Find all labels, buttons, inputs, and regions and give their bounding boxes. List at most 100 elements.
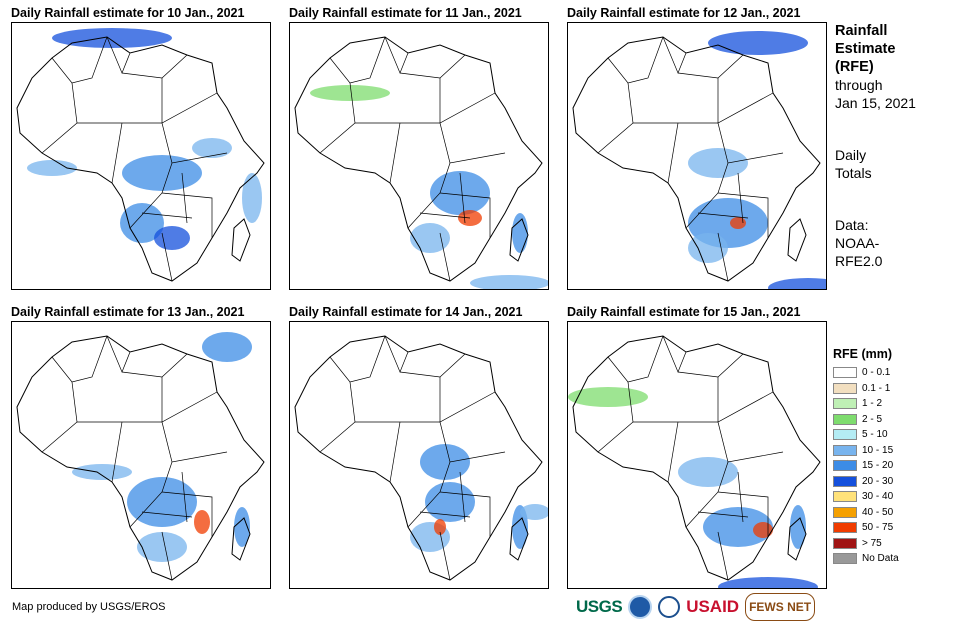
- usgs-logo: USGS: [576, 597, 623, 616]
- legend-item: No Data: [833, 551, 943, 567]
- panel-title: Daily Rainfall estimate for 11 Jan., 202…: [289, 6, 522, 20]
- rainfall-area: [420, 444, 470, 480]
- legend-swatch: [833, 413, 857, 425]
- legend-swatch: [833, 537, 857, 549]
- legend-label: > 75: [862, 537, 882, 549]
- coastline: [231, 218, 251, 262]
- legend-swatch: [833, 506, 857, 518]
- legend-swatch: [833, 429, 857, 441]
- caption-data-source: NOAA-: [835, 235, 880, 251]
- country-border: [439, 78, 496, 124]
- country-border: [106, 335, 131, 373]
- map-panel: Daily Rainfall estimate for 15 Jan., 202…: [567, 304, 827, 589]
- country-border: [161, 192, 213, 238]
- country-border: [161, 491, 213, 537]
- country-border: [662, 335, 687, 373]
- country-border: [717, 78, 774, 124]
- rainfall-area: [242, 173, 262, 223]
- usaid-logo: USAID: [686, 597, 740, 616]
- legend-item: 1 - 2: [833, 396, 943, 412]
- africa-rainfall-map: [567, 321, 827, 589]
- country-border: [111, 421, 123, 483]
- country-border: [737, 172, 744, 224]
- country-border: [329, 36, 386, 84]
- legend-swatch: [833, 444, 857, 456]
- rainfall-area: [202, 332, 252, 362]
- country-border: [419, 212, 471, 219]
- legend-label: 40 - 50: [862, 506, 894, 518]
- legend-title: RFE (mm): [833, 347, 893, 361]
- africa-rainfall-map: [289, 321, 549, 589]
- country-border: [141, 212, 193, 219]
- rainfall-area: [310, 85, 390, 101]
- country-border: [717, 232, 729, 282]
- legend-item: 20 - 30: [833, 474, 943, 490]
- country-border: [597, 82, 634, 154]
- legend-label: 20 - 30: [862, 475, 894, 487]
- legend-label: 15 - 20: [862, 460, 894, 472]
- country-border: [389, 421, 401, 483]
- rainfall-area: [688, 148, 748, 178]
- africa-rainfall-map: [567, 22, 827, 290]
- country-border: [459, 172, 466, 224]
- coastline: [16, 335, 265, 581]
- legend-swatch: [833, 398, 857, 410]
- country-border: [161, 531, 173, 581]
- rainfall-area: [790, 505, 806, 549]
- rainfall-area: [688, 233, 728, 263]
- legend-label: 10 - 15: [862, 444, 894, 456]
- rainfall-area: [520, 504, 548, 520]
- caption-daily: Daily: [835, 147, 867, 163]
- legend-label: 0 - 0.1: [862, 367, 891, 379]
- rainfall-area: [568, 387, 648, 407]
- legend-label: No Data: [862, 553, 899, 565]
- legend-item: > 75: [833, 536, 943, 552]
- country-border: [161, 78, 218, 124]
- country-border: [181, 172, 188, 224]
- legend-label: 1 - 2: [862, 398, 883, 410]
- legend-label: 0.1 - 1: [862, 382, 891, 394]
- coastline: [787, 517, 807, 561]
- rainfall-area: [430, 171, 490, 215]
- country-border: [717, 421, 784, 463]
- caption-data-label: Data:: [835, 217, 869, 233]
- rainfall-area: [703, 507, 773, 547]
- country-border: [717, 377, 774, 423]
- coastline: [16, 36, 265, 282]
- map-panel: Daily Rainfall estimate for 14 Jan., 202…: [289, 304, 549, 589]
- rainfall-area: [127, 477, 197, 527]
- caption-through: through: [835, 77, 883, 93]
- map-panel: Daily Rainfall estimate for 13 Jan., 202…: [11, 304, 271, 589]
- caption-date: Jan 15, 2021: [835, 95, 916, 111]
- noaa-logo-icon: [628, 595, 653, 619]
- coastline: [294, 36, 543, 282]
- legend-item: 15 - 20: [833, 458, 943, 474]
- logo-strip: USGS USAID FEWS NET: [576, 593, 816, 621]
- panel-title: Daily Rainfall estimate for 10 Jan., 202…: [11, 6, 245, 20]
- coastline: [509, 517, 529, 561]
- legend-swatch: [833, 367, 857, 379]
- country-border: [697, 511, 749, 518]
- side-caption: Rainfall Estimate (RFE) through Jan 15, …: [835, 22, 960, 270]
- coastline: [572, 335, 821, 581]
- coastline: [509, 218, 529, 262]
- legend-item: 30 - 40: [833, 489, 943, 505]
- legend-item: 40 - 50: [833, 505, 943, 521]
- country-border: [439, 232, 451, 282]
- coastline: [231, 517, 251, 561]
- map-panel: Daily Rainfall estimate for 12 Jan., 202…: [567, 5, 827, 290]
- country-border: [697, 212, 749, 219]
- country-border: [607, 335, 664, 383]
- caption-title-line: Rainfall: [835, 23, 888, 39]
- country-border: [439, 491, 491, 537]
- country-border: [399, 54, 466, 79]
- country-border: [662, 36, 687, 74]
- country-border: [41, 82, 78, 154]
- legend-swatch: [833, 475, 857, 487]
- country-border: [41, 381, 78, 453]
- country-border: [51, 36, 108, 84]
- country-border: [717, 491, 769, 537]
- caption-title-line: Estimate: [835, 41, 896, 57]
- rainfall-area: [52, 28, 172, 48]
- legend-item: 50 - 75: [833, 520, 943, 536]
